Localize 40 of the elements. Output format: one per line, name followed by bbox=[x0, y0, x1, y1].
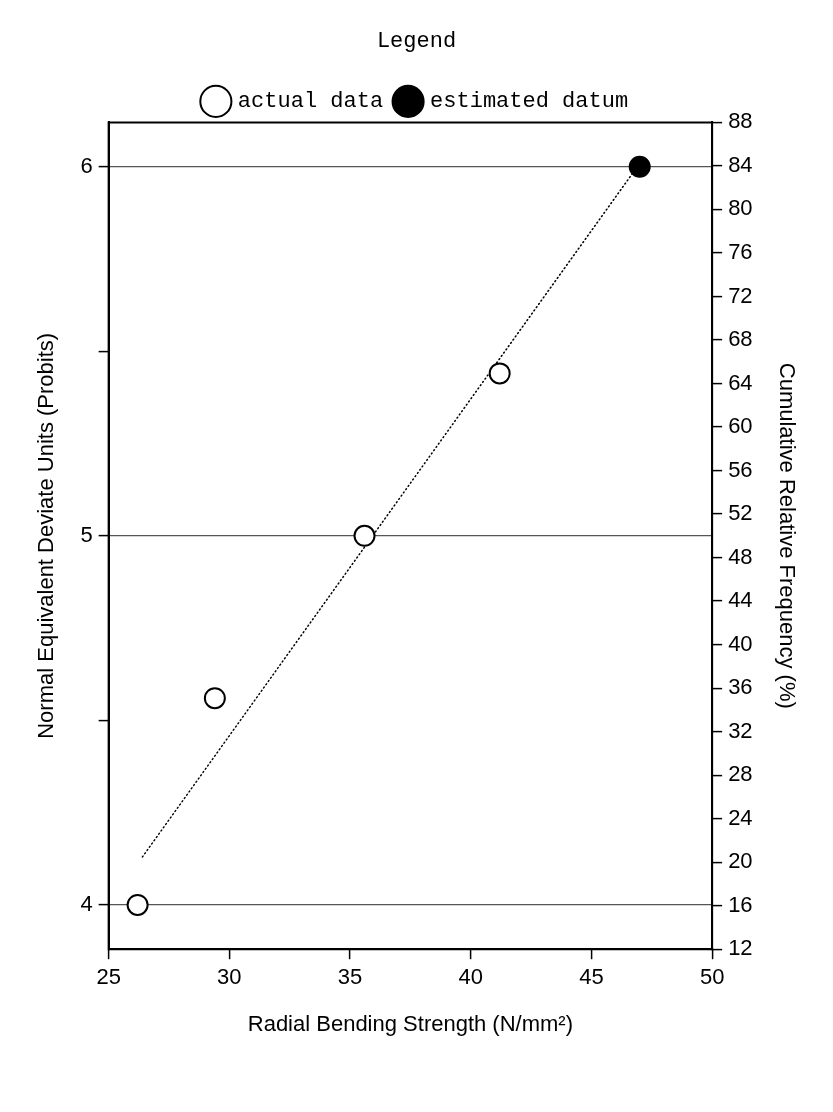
x-axis-title: Radial Bending Strength (N/mm²) bbox=[247, 1010, 574, 1036]
y2-tick-label: 40 bbox=[728, 630, 753, 656]
y2-tick-label: 68 bbox=[728, 326, 753, 352]
x-tick-label: 50 bbox=[699, 964, 725, 990]
point bbox=[353, 524, 376, 547]
y2-tick-label: 28 bbox=[728, 761, 753, 787]
y2-tick-label: 24 bbox=[728, 804, 753, 830]
point bbox=[203, 687, 226, 710]
x-tick-label: 25 bbox=[96, 964, 121, 990]
y2-tick-label: 56 bbox=[728, 456, 753, 482]
y2-axis-title: Cumulative Relative Frequency (%) bbox=[774, 362, 800, 709]
y2-tick-label: 12 bbox=[728, 935, 753, 961]
y2-tick-label: 36 bbox=[728, 674, 753, 700]
x-tick-label: 45 bbox=[579, 964, 604, 990]
legend-label: estimated datum bbox=[430, 89, 629, 115]
y-axis-title: Normal Equivalent Deviate Units (Probits) bbox=[33, 332, 59, 739]
y2-tick-label: 76 bbox=[728, 239, 753, 265]
y2-tick-label: 72 bbox=[728, 282, 753, 308]
y2-tick-label: 20 bbox=[728, 848, 753, 874]
y2-tick-label: 84 bbox=[728, 151, 753, 177]
y-tick-label: 5 bbox=[80, 521, 93, 547]
point bbox=[628, 155, 651, 178]
x-tick-label: 30 bbox=[217, 964, 242, 990]
y2-tick-label: 60 bbox=[728, 413, 753, 439]
y2-tick-label: 44 bbox=[728, 587, 753, 613]
y2-tick-label: 16 bbox=[728, 891, 753, 917]
x-tick-label: 40 bbox=[458, 964, 483, 990]
point bbox=[488, 362, 511, 385]
point bbox=[126, 893, 149, 916]
y-tick-label: 4 bbox=[80, 890, 93, 916]
x-tick-label: 35 bbox=[337, 964, 363, 990]
legend-label: actual data bbox=[237, 89, 384, 115]
y2-tick-label: 64 bbox=[728, 369, 753, 395]
y-tick-label: 6 bbox=[80, 152, 93, 178]
y2-tick-label: 48 bbox=[728, 543, 753, 569]
y2-tick-label: 88 bbox=[728, 108, 753, 134]
legend-title: Legend bbox=[376, 28, 457, 54]
y2-tick-label: 32 bbox=[728, 717, 753, 743]
y2-tick-label: 52 bbox=[728, 500, 753, 526]
y2-tick-label: 80 bbox=[728, 195, 753, 221]
